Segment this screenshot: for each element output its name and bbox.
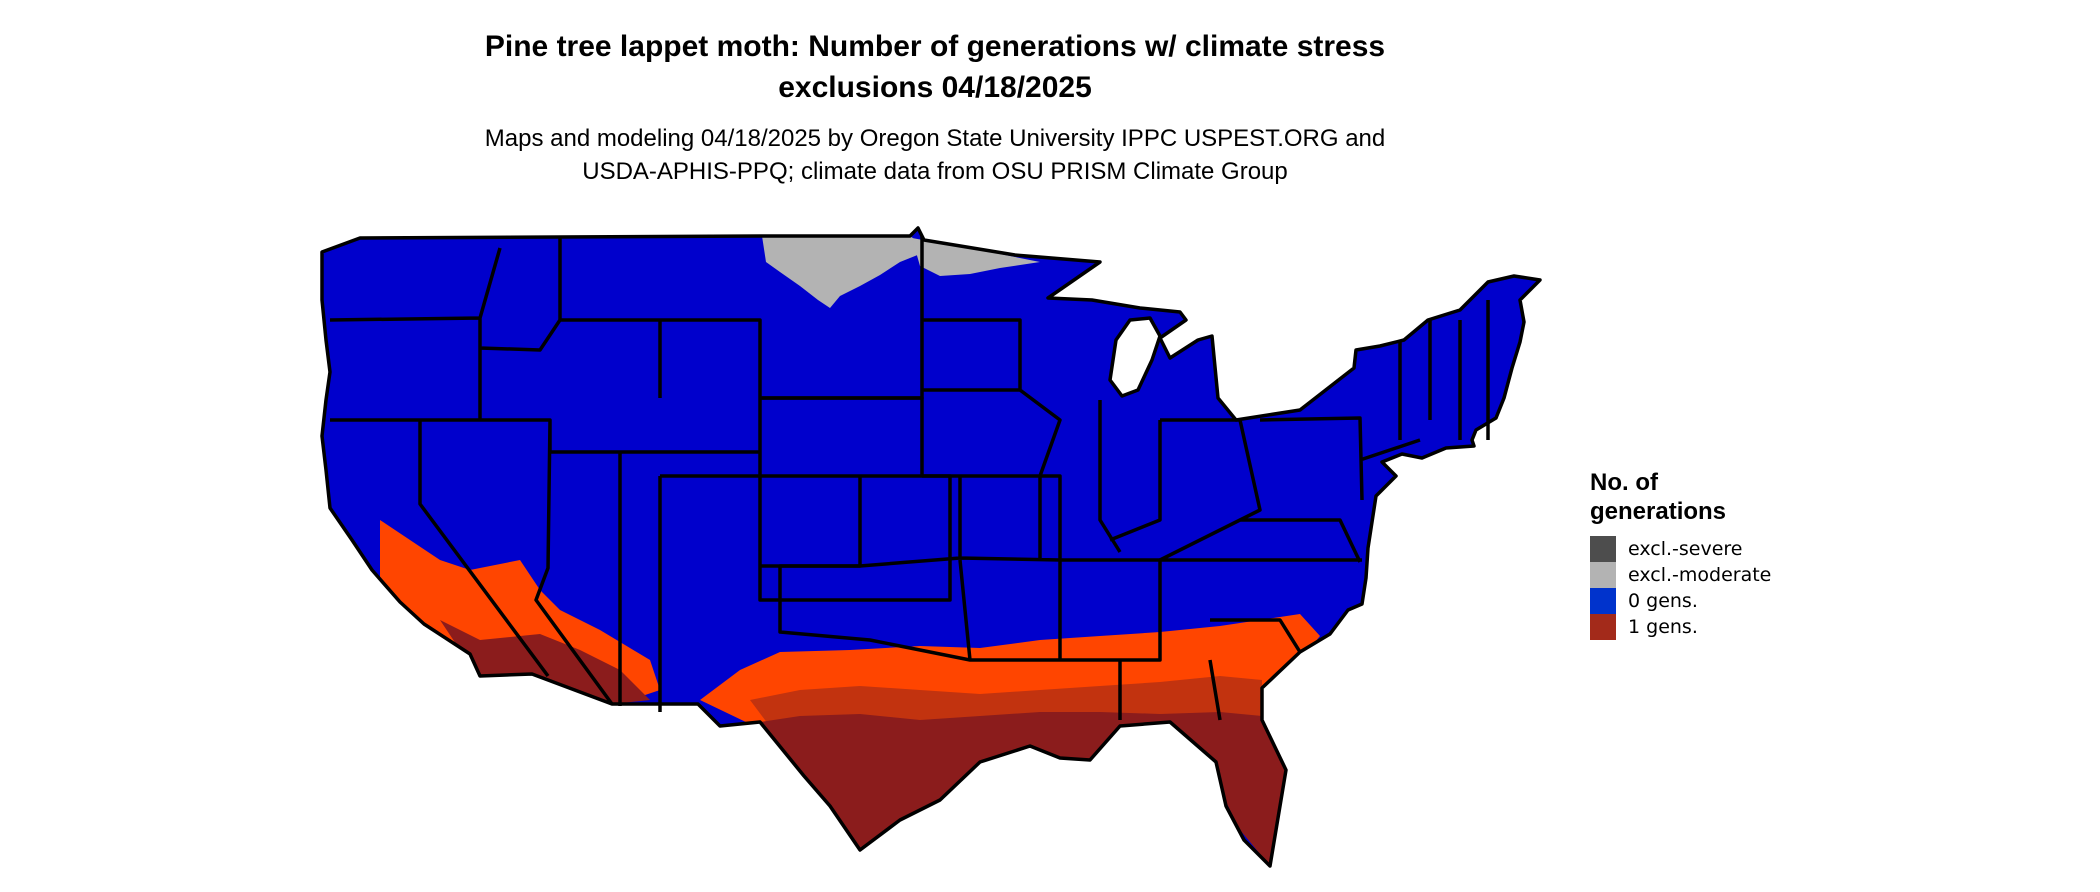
map-subtitle: Maps and modeling 04/18/2025 by Oregon S… — [250, 122, 1620, 188]
legend-label: 1 gens. — [1628, 616, 1698, 638]
map-title-line-2: exclusions 04/18/2025 — [778, 71, 1092, 104]
legend-title: No. of generations — [1590, 468, 1771, 526]
state-borders-east — [1098, 300, 1490, 721]
legend-label: excl.-moderate — [1628, 564, 1772, 586]
legend-title-line-2: generations — [1590, 498, 1727, 525]
legend-item-1-gens: 1 gens. — [1590, 614, 1771, 640]
state-borders-central — [760, 318, 1162, 662]
legend-title-line-1: No. of — [1590, 469, 1658, 496]
map-subtitle-line-1: Maps and modeling 04/18/2025 by Oregon S… — [484, 125, 1386, 152]
legend-swatch — [1590, 536, 1616, 562]
legend-swatch — [1590, 614, 1616, 640]
map-title-line-1: Pine tree lappet moth: Number of generat… — [484, 30, 1386, 63]
us-outline — [320, 226, 1542, 868]
one-gen-dark-gulf — [760, 712, 1290, 866]
legend-label: excl.-severe — [1628, 538, 1743, 560]
legend-swatch — [1590, 562, 1616, 588]
map-subtitle-line-2: USDA-APHIS-PPQ; climate data from OSU PR… — [582, 158, 1288, 185]
legend-swatch — [1590, 588, 1616, 614]
legend-item-excl-moderate: excl.-moderate — [1590, 562, 1771, 588]
legend: No. of generations excl.-severe excl.-mo… — [1590, 468, 1771, 640]
excl-moderate-patch — [912, 238, 1040, 276]
legend-item-excl-severe: excl.-severe — [1590, 536, 1771, 562]
lake-michigan — [1108, 316, 1162, 398]
legend-item-0-gens: 0 gens. — [1590, 588, 1771, 614]
state-boundaries — [320, 226, 1542, 868]
map-title: Pine tree lappet moth: Number of generat… — [250, 26, 1620, 108]
legend-label: 0 gens. — [1628, 590, 1698, 612]
excl-moderate-area — [762, 236, 930, 308]
